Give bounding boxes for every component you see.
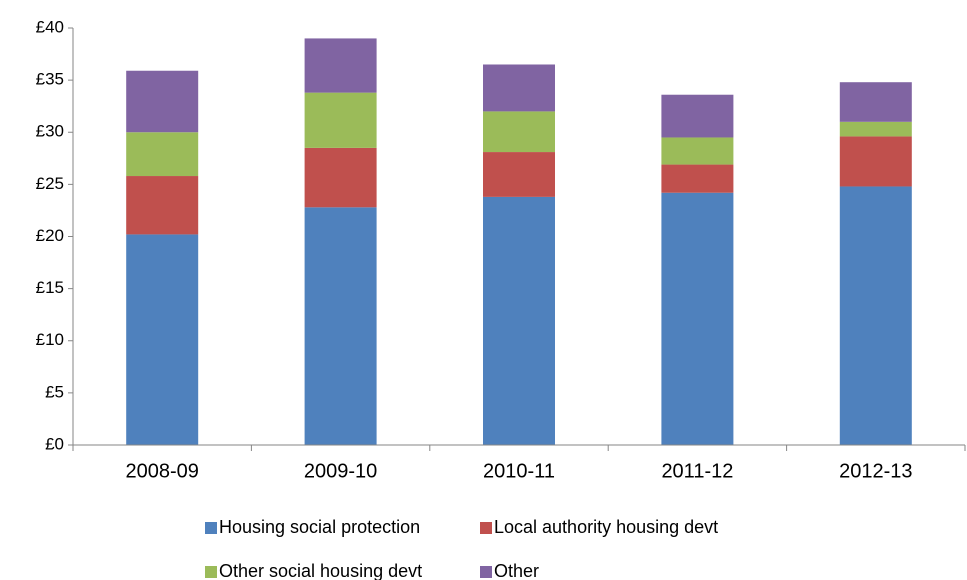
bar-segment	[304, 207, 377, 445]
x-tick-label: 2009-10	[304, 460, 377, 482]
bar-segment	[483, 152, 555, 197]
bar-segment	[126, 234, 199, 445]
bar-segment	[839, 136, 912, 187]
legend-label: Other social housing devt	[219, 561, 422, 580]
y-tick-label: £15	[36, 278, 64, 297]
y-tick-label: £35	[36, 70, 64, 89]
legend-swatch	[205, 566, 217, 578]
bar-segment	[839, 186, 912, 445]
legend-swatch	[205, 522, 217, 534]
bar-segment	[661, 164, 734, 193]
x-tick-label: 2008-09	[125, 460, 198, 482]
bar-segment	[483, 64, 555, 112]
bar-segment	[839, 82, 912, 122]
y-tick-label: £40	[36, 17, 64, 36]
legend-label: Local authority housing devt	[494, 517, 718, 537]
bar-segment	[304, 38, 377, 93]
y-tick-label: £25	[36, 174, 64, 193]
bar-segment	[483, 111, 555, 153]
bar-segment	[839, 121, 912, 137]
y-tick-label: £30	[36, 122, 64, 141]
legend-label: Housing social protection	[219, 517, 420, 537]
y-tick-label: £20	[36, 226, 64, 245]
y-tick-label: £0	[45, 434, 64, 453]
legend-label: Other	[494, 561, 539, 580]
y-tick-label: £10	[36, 330, 64, 349]
bar-segment	[661, 192, 734, 445]
bar-segment	[304, 147, 377, 208]
y-tick-label: £5	[45, 382, 64, 401]
legend-swatch	[480, 522, 492, 534]
legend-swatch	[480, 566, 492, 578]
x-tick-label: 2012-13	[839, 460, 912, 482]
bar-segment	[126, 70, 199, 133]
bar-segment	[483, 196, 555, 445]
bar-segment	[661, 94, 734, 138]
x-tick-label: 2011-12	[661, 460, 733, 482]
bar-segment	[126, 132, 199, 177]
bar-segment	[304, 92, 377, 148]
bar-segment	[126, 176, 199, 235]
x-tick-label: 2010-11	[483, 460, 555, 482]
bar-segment	[661, 137, 734, 165]
